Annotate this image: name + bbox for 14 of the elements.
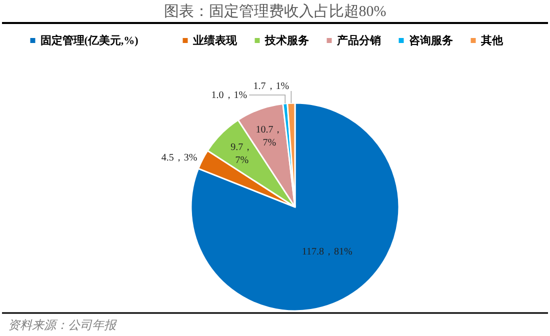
legend-label: 产品分销 <box>336 34 381 47</box>
data-label: 1.0，1% <box>211 90 248 101</box>
data-label: 117.8，81% <box>302 246 352 258</box>
data-label: 10.7，7% <box>256 124 284 149</box>
text: 资料来源：公司年报 <box>8 318 117 332</box>
legend-label: 其他 <box>480 34 504 47</box>
chart-title: 图表：固定管理费收入占比超80% <box>164 3 386 20</box>
legend-label: 技术服务 <box>264 34 309 47</box>
legend-label: 业绩表现 <box>192 34 238 47</box>
legend-label: 咨询服务 <box>408 34 453 47</box>
data-label: 9.7，7% <box>230 142 254 166</box>
data-label: 1.7，1% <box>253 81 290 92</box>
legend-label: 固定管理(亿美元,%) <box>40 34 139 47</box>
data-label: 4.5，3% <box>161 152 198 164</box>
